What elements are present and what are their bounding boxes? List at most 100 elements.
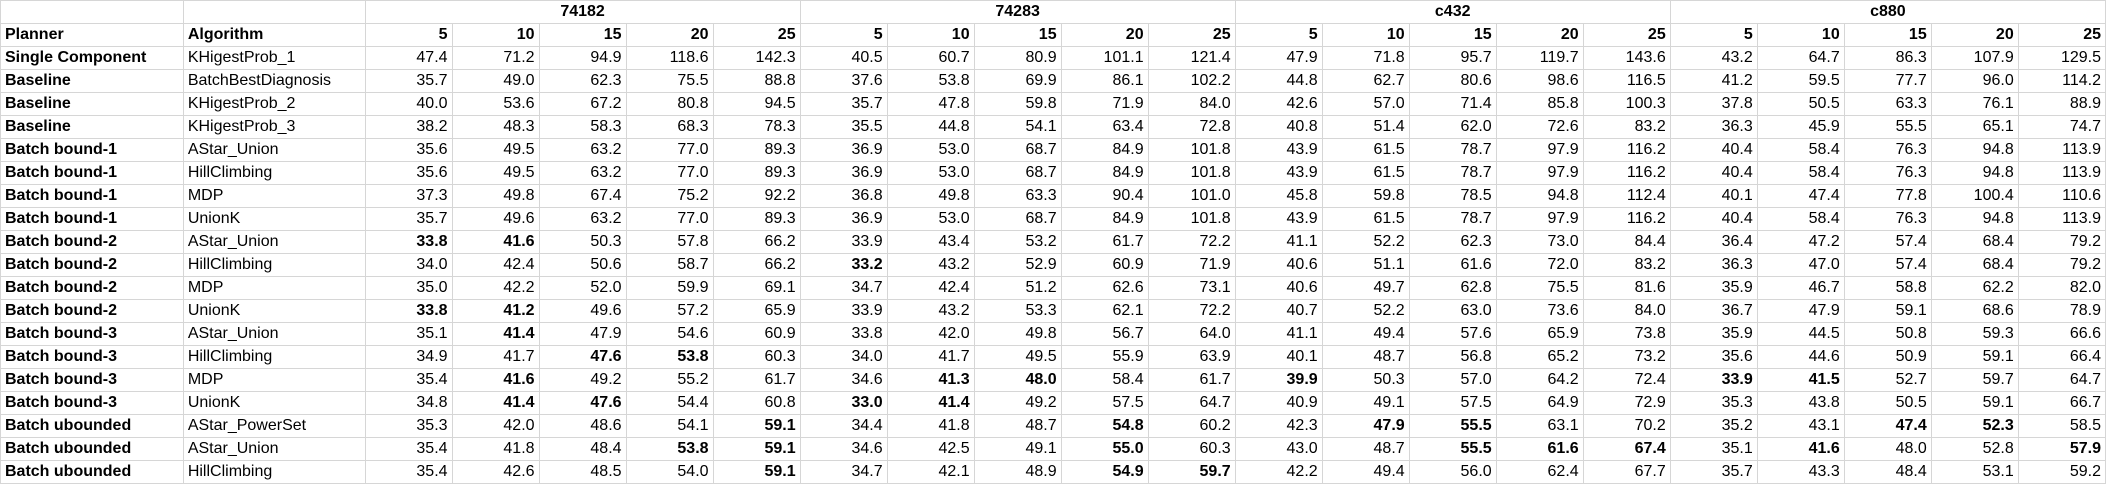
value-cell: 40.8 <box>1234 115 1323 139</box>
algorithm-cell: AStar_Union <box>182 322 366 346</box>
planner-cell: Batch bound-2 <box>0 276 184 300</box>
value-cell: 50.5 <box>1756 92 1845 116</box>
value-cell: 52.9 <box>973 253 1062 277</box>
value-cell: 78.7 <box>1408 138 1497 162</box>
value-cell: 58.8 <box>1843 276 1932 300</box>
value-cell: 80.8 <box>625 92 714 116</box>
value-cell: 100.4 <box>1930 184 2019 208</box>
value-cell: 80.6 <box>1408 69 1497 93</box>
value-cell: 67.2 <box>538 92 627 116</box>
value-cell: 41.6 <box>451 368 540 392</box>
value-cell: 88.8 <box>712 69 801 93</box>
value-cell: 48.7 <box>1321 345 1410 369</box>
value-cell: 63.0 <box>1408 299 1497 323</box>
value-cell: 40.9 <box>1234 391 1323 415</box>
table-row: Batch ubounded HillClimbing 35.4 42.6 48.5 54… <box>0 460 2106 484</box>
value-cell: 59.1 <box>712 460 801 484</box>
value-cell: 49.1 <box>1321 391 1410 415</box>
value-cell: 121.4 <box>1147 46 1236 70</box>
value-cell: 57.0 <box>1321 92 1410 116</box>
table-row: Batch bound-3 MDP 35.4 41.6 49.2 55.2 61.7 34.6… <box>0 368 2106 392</box>
value-cell: 48.4 <box>1843 460 1932 484</box>
value-cell: 47.9 <box>1321 414 1410 438</box>
algorithm-cell: KHigestProb_1 <box>182 46 366 70</box>
value-cell: 84.9 <box>1060 138 1149 162</box>
value-cell: 42.5 <box>886 437 975 461</box>
value-cell: 68.7 <box>973 161 1062 185</box>
value-cell: 116.5 <box>1582 69 1671 93</box>
value-cell: 112.4 <box>1582 184 1671 208</box>
value-cell: 58.5 <box>2017 414 2106 438</box>
value-cell: 95.7 <box>1408 46 1497 70</box>
value-cell: 80.9 <box>973 46 1062 70</box>
planner-cell: Batch bound-3 <box>0 345 184 369</box>
value-cell: 49.8 <box>886 184 975 208</box>
value-cell: 43.1 <box>1756 414 1845 438</box>
value-cell: 63.3 <box>973 184 1062 208</box>
value-cell: 94.8 <box>1495 184 1584 208</box>
value-cell: 67.4 <box>538 184 627 208</box>
table-row: Batch bound-3 AStar_Union 35.1 41.4 47.9 54.6… <box>0 322 2106 346</box>
algorithm-cell: MDP <box>182 276 366 300</box>
value-cell: 96.0 <box>1930 69 2019 93</box>
value-cell: 49.0 <box>451 69 540 93</box>
value-cell: 52.7 <box>1843 368 1932 392</box>
value-cell: 43.2 <box>886 253 975 277</box>
group-header-74182: 74182 <box>364 0 801 24</box>
value-cell: 57.0 <box>1408 368 1497 392</box>
value-cell: 88.9 <box>2017 92 2106 116</box>
value-cell: 36.8 <box>799 184 888 208</box>
value-cell: 116.2 <box>1582 138 1671 162</box>
value-cell: 84.9 <box>1060 207 1149 231</box>
value-cell: 36.7 <box>1669 299 1758 323</box>
value-cell: 41.3 <box>886 368 975 392</box>
value-cell: 77.7 <box>1843 69 1932 93</box>
value-cell: 86.1 <box>1060 69 1149 93</box>
value-cell: 36.3 <box>1669 115 1758 139</box>
value-cell: 59.7 <box>1930 368 2019 392</box>
value-cell: 53.8 <box>625 345 714 369</box>
value-cell: 75.5 <box>625 69 714 93</box>
value-cell: 83.2 <box>1582 115 1671 139</box>
value-cell: 36.9 <box>799 138 888 162</box>
planner-cell: Batch bound-2 <box>0 230 184 254</box>
value-cell: 33.8 <box>799 322 888 346</box>
value-cell: 54.9 <box>1060 460 1149 484</box>
size-header-cell: 10 <box>1756 23 1845 47</box>
table-row: Batch bound-1 AStar_Union 35.6 49.5 63.2 77.0… <box>0 138 2106 162</box>
value-cell: 40.7 <box>1234 299 1323 323</box>
value-cell: 60.8 <box>712 391 801 415</box>
value-cell: 57.4 <box>1843 253 1932 277</box>
value-cell: 60.7 <box>886 46 975 70</box>
value-cell: 39.9 <box>1234 368 1323 392</box>
value-cell: 57.4 <box>1843 230 1932 254</box>
value-cell: 64.0 <box>1147 322 1236 346</box>
planner-cell: Batch bound-1 <box>0 138 184 162</box>
size-header-cell: 10 <box>1321 23 1410 47</box>
value-cell: 55.5 <box>1408 414 1497 438</box>
size-header-cell: 10 <box>451 23 540 47</box>
value-cell: 52.0 <box>538 276 627 300</box>
value-cell: 43.2 <box>886 299 975 323</box>
value-cell: 54.6 <box>625 322 714 346</box>
size-header-cell: 20 <box>1495 23 1584 47</box>
size-header-cell: 15 <box>973 23 1062 47</box>
value-cell: 53.3 <box>973 299 1062 323</box>
planner-cell: Batch bound-3 <box>0 322 184 346</box>
value-cell: 47.6 <box>538 345 627 369</box>
value-cell: 59.7 <box>1147 460 1236 484</box>
value-cell: 49.5 <box>451 161 540 185</box>
value-cell: 79.2 <box>2017 230 2106 254</box>
value-cell: 58.4 <box>1756 207 1845 231</box>
value-cell: 49.4 <box>1321 322 1410 346</box>
value-cell: 61.5 <box>1321 161 1410 185</box>
value-cell: 44.6 <box>1756 345 1845 369</box>
value-cell: 33.8 <box>364 299 453 323</box>
planner-cell: Batch ubounded <box>0 437 184 461</box>
value-cell: 34.8 <box>364 391 453 415</box>
value-cell: 142.3 <box>712 46 801 70</box>
value-cell: 41.7 <box>451 345 540 369</box>
algorithm-cell: KHigestProb_3 <box>182 115 366 139</box>
value-cell: 73.8 <box>1582 322 1671 346</box>
